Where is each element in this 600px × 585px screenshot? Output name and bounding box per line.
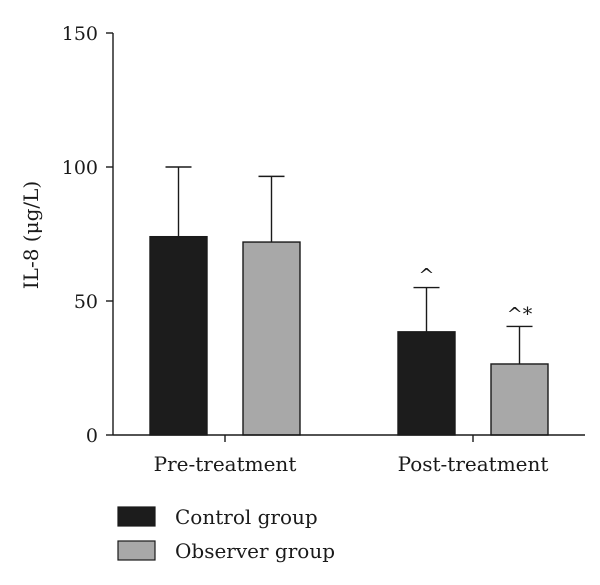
significance-marker: ^ xyxy=(419,265,435,287)
bar xyxy=(397,331,456,436)
bar xyxy=(490,363,549,436)
y-tick-label: 100 xyxy=(62,157,98,179)
legend-label: Observer group xyxy=(175,539,335,563)
y-tick-label: 150 xyxy=(62,23,98,45)
x-category-label: Post-treatment xyxy=(398,452,549,476)
bar xyxy=(149,235,208,436)
legend: Control group Observer group xyxy=(117,505,335,563)
plot-area: ^ ^* 0 50 100 150 Pre-treatment Post-treatment xyxy=(62,23,585,476)
y-tick-label: 0 xyxy=(86,425,98,447)
legend-swatch xyxy=(117,506,156,527)
y-axis-label: IL-8 (μg/L) xyxy=(19,181,43,289)
y-tick-label: 50 xyxy=(74,291,98,313)
legend-label: Control group xyxy=(175,505,318,529)
bar xyxy=(242,241,301,436)
x-category-label: Pre-treatment xyxy=(154,452,297,476)
significance-marker: ^* xyxy=(507,303,533,325)
legend-swatch xyxy=(117,540,156,561)
